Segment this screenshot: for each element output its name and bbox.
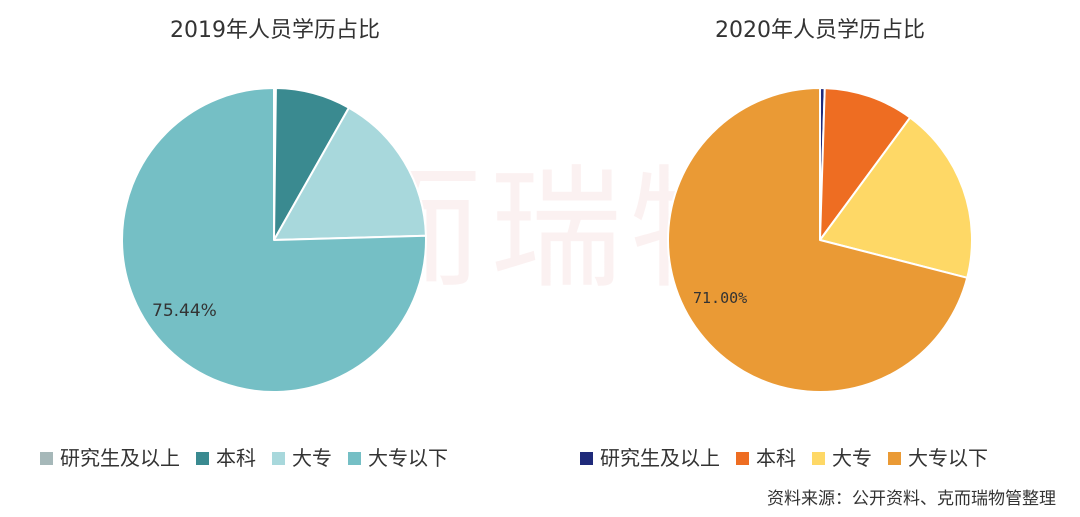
legend-label: 大专以下 [368,446,448,470]
legend-item: 大专以下 [348,443,448,473]
pie-slice-2 [819,87,912,241]
legend-2019: 研究生及以上 本科 大专 大专以下 [40,443,464,473]
legend-label: 大专以下 [908,446,988,470]
chart-title-2019: 2019年人员学历占比 [170,18,380,43]
legend-label: 研究生及以上 [600,446,720,470]
legend-swatch [40,451,53,465]
pie-slice-4 [667,87,969,393]
legend-item: 研究生及以上 [40,443,180,473]
legend-item: 本科 [736,443,796,473]
legend-swatch [812,451,825,465]
legend-swatch [580,451,593,465]
legend-swatch [272,451,285,465]
legend-item: 本科 [196,443,256,473]
legend-item: 研究生及以上 [580,443,720,473]
legend-swatch [888,451,901,465]
data-label: 71.00% [693,289,747,307]
pie-chart-2020: 71.00% [667,87,973,393]
pie-chart-2019: 75.44% [121,86,427,393]
pie-slice-3 [273,106,427,241]
legend-label: 研究生及以上 [60,446,180,470]
legend-label: 大专 [832,446,872,470]
pie-slice-3 [819,116,973,279]
legend-label: 本科 [216,446,256,470]
legend-label: 大专 [292,446,332,470]
legend-2020: 研究生及以上 本科 大专 大专以下 [580,443,1004,473]
legend-item: 大专 [272,443,332,473]
pie-slice-4 [121,87,427,393]
legend-label: 本科 [756,446,796,470]
legend-swatch [196,451,209,465]
legend-swatch [736,451,749,465]
legend-item: 大专以下 [888,443,988,473]
legend-item: 大专 [812,443,872,473]
source-note: 资料来源：公开资料、克而瑞物管整理 [767,489,1056,509]
legend-swatch [348,451,361,465]
chart-title-2020: 2020年人员学历占比 [715,18,925,43]
data-label: 75.44% [152,301,217,321]
